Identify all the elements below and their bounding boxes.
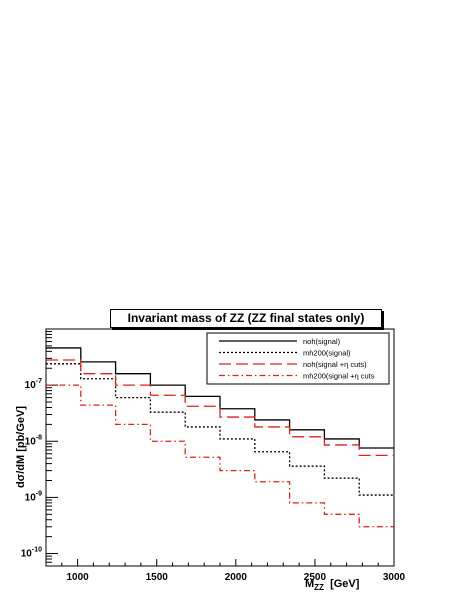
legend-label-1: mh200(signal) xyxy=(303,349,351,358)
y-tick-label: 10-10 xyxy=(21,547,42,560)
legend-label-0: noh(signal) xyxy=(303,337,341,346)
x-tick-label: 1500 xyxy=(146,572,169,583)
legend-label-3: mh200(signal +η cuts xyxy=(303,372,375,381)
y-axis-label: dσ/dM [pb/GeV] xyxy=(15,405,27,489)
x-axis-label-unit: [GeV] xyxy=(330,578,360,590)
x-tick-label: 2000 xyxy=(225,572,248,583)
x-tick-label: 1000 xyxy=(67,572,90,583)
x-axis-label-sub: ZZ xyxy=(314,583,324,593)
series-line-2 xyxy=(46,359,394,457)
x-axis-label-main: M xyxy=(305,578,315,590)
y-tick-label: 10-7 xyxy=(25,378,42,391)
x-axis-label: MZZ [GeV] xyxy=(305,578,359,592)
x-tick-label: 2500 xyxy=(304,572,327,583)
legend-label-2: noh(signal +η cuts) xyxy=(303,360,367,369)
chart-title: Invariant mass of ZZ (ZZ final states on… xyxy=(110,309,382,328)
series-line-3 xyxy=(46,384,394,528)
y-tick-label: 10-9 xyxy=(25,490,42,503)
x-tick-label: 3000 xyxy=(383,572,406,583)
series-line-0 xyxy=(46,347,394,449)
y-tick-label: 10-8 xyxy=(25,434,42,447)
